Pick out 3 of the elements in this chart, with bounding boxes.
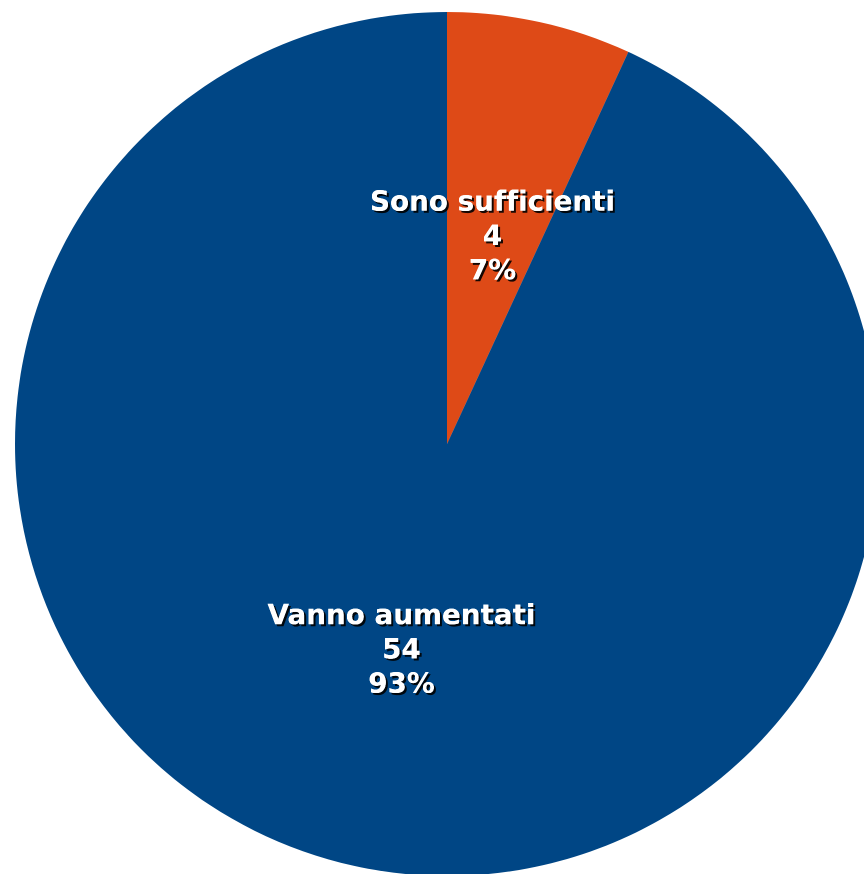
- data-label: 4 7%: [470, 224, 518, 282]
- slice-label: Vanno aumentati: [268, 603, 536, 627]
- data-label: 54 93%: [370, 638, 436, 696]
